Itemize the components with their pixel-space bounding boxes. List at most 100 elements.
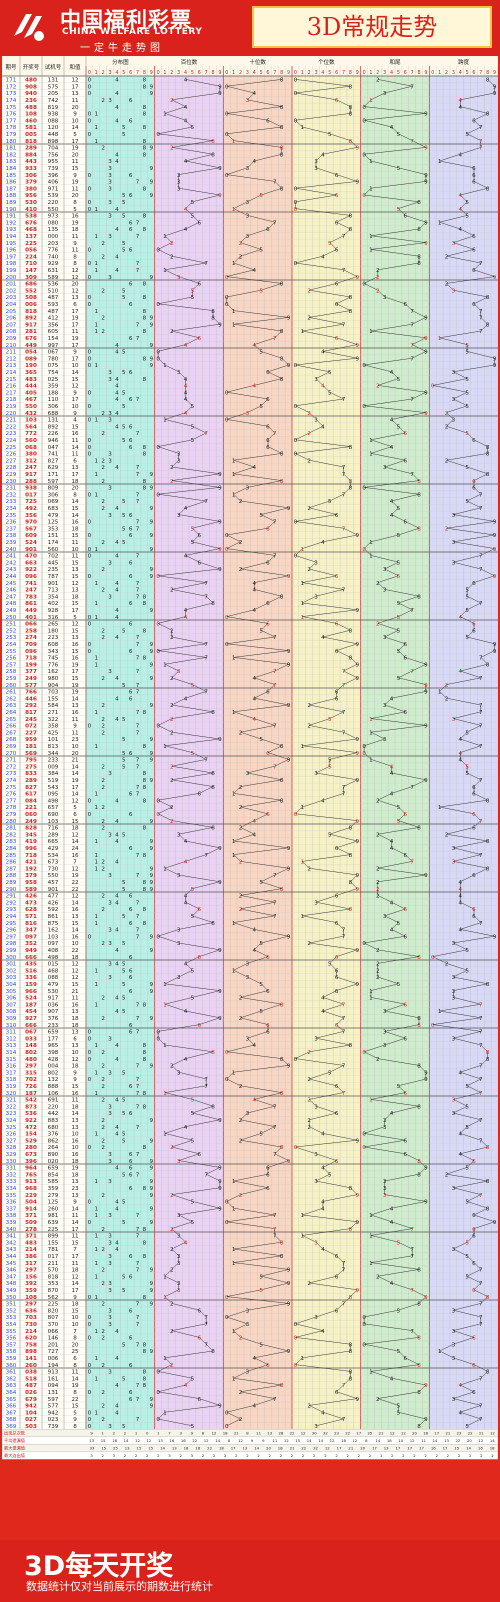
row-sum: 16 [71,1002,79,1008]
trend-digit: 0 [225,1295,229,1301]
row-draw: 550 [25,404,37,410]
trend-digit: 2 [445,962,449,968]
dist-digit: 0 [88,1220,92,1226]
dist-digit: 4 [115,1240,119,1246]
dist-digit: 2 [101,458,105,464]
dist-digit: 4 [115,948,119,954]
row-sum: 13 [71,1030,79,1036]
header-digit: 3 [109,70,112,76]
dist-digit: 8 [143,1349,147,1355]
dist-digit: 3 [108,1254,112,1260]
row-test: 946 [48,438,59,444]
dist-digit: 5 [122,1288,126,1294]
row-issue: 229 [6,472,17,478]
stat-value: 2 [113,1431,116,1436]
dist-digit: 5 [122,1200,126,1206]
dist-digit: 0 [88,200,92,206]
dist-digit: 8 [143,84,147,90]
trend-digit: 8 [349,907,353,913]
header-digit: 4 [321,70,324,76]
trend-digit: 9 [355,146,359,152]
trend-digit: 8 [486,1057,490,1063]
dist-digit: 7 [136,1261,140,1267]
dist-digit: 5 [122,1172,126,1178]
trend-digit: 6 [404,1152,408,1158]
dist-digit: 6 [129,370,133,376]
row-sum: 18 [71,594,79,600]
trend-digit: 1 [163,1410,167,1416]
trend-digit: 6 [198,1023,202,1029]
trend-digit: 7 [479,1193,483,1199]
dist-digit: 5 [122,1070,126,1076]
trend-digit: 8 [280,1240,284,1246]
dist-digit: 4 [115,588,119,594]
dist-digit: 6 [129,622,133,628]
stat-value: 17 [407,1446,412,1451]
trend-digit: 7 [410,322,414,328]
row-test: 883 [48,1118,59,1124]
dist-digit: 2 [101,588,105,594]
row-test: 938 [48,112,59,118]
row-sum: 16 [71,431,79,437]
row-sum: 20 [71,1342,79,1348]
stat-value: 25 [368,1431,373,1436]
trend-digit: 9 [493,275,497,281]
trend-digit: 8 [349,1043,353,1049]
row-issue: 196 [6,248,17,254]
dist-digit: 4 [115,839,119,845]
row-sum: 19 [71,873,79,879]
trend-digit: 1 [301,601,305,607]
row-test: 813 [48,744,59,750]
trend-digit: 7 [342,1030,346,1036]
dist-digit: 5 [122,1424,126,1430]
row-sum: 10 [71,1132,79,1138]
trend-digit: 6 [335,220,339,226]
brand-name-en: CHINA WELFARE LOTTERY [62,27,202,37]
trend-digit: 9 [493,520,497,526]
dist-digit: 5 [122,370,126,376]
trend-digit: 7 [342,492,346,498]
trend-digit: 2 [170,98,174,104]
header-test: 试机号 [45,63,62,71]
trend-digit: 1 [438,336,442,342]
trend-digit: 8 [486,662,490,668]
dist-digit: 3 [108,669,112,675]
row-draw: 096 [25,574,37,580]
stat-value: 0 [146,1431,149,1436]
trend-digit: 7 [204,581,208,587]
row-test: 211 [48,1261,59,1267]
trend-digit: 7 [479,601,483,607]
trend-digit: 0 [362,751,366,757]
row-sum: 10 [71,363,79,369]
trend-digit: 8 [417,1336,421,1342]
row-test: 716 [48,826,59,832]
trend-digit: 4 [321,1206,325,1212]
trend-digit: 0 [225,275,229,281]
trend-digit: 9 [218,91,222,97]
dist-digit: 0 [88,1030,92,1036]
dist-digit: 4 [115,254,119,260]
dist-digit: 4 [115,928,119,934]
trend-digit: 9 [218,1206,222,1212]
row-draw: 371 [25,1234,37,1240]
dist-digit: 1 [95,547,99,553]
stat-value: 32 [323,1431,328,1436]
trend-digit: 8 [417,1424,421,1430]
row-draw: 938 [25,486,37,492]
row-sum: 8 [73,1336,77,1342]
header-digit: 0 [88,70,91,76]
trend-digit: 4 [184,411,188,417]
trend-digit: 2 [307,411,311,417]
dist-digit: 5 [122,200,126,206]
trend-digit: 7 [342,1268,346,1274]
header-digit: 8 [418,70,421,76]
trend-digit: 8 [280,282,284,288]
trend-digit: 4 [252,717,256,723]
trend-digit: 5 [328,390,332,396]
trend-digit: 9 [424,146,428,152]
trend-digit: 5 [465,1084,469,1090]
dist-digit: 0 [88,356,92,362]
stat-value: 22 [290,1431,295,1436]
trend-digit: 9 [218,880,222,886]
trend-digit: 8 [417,826,421,832]
